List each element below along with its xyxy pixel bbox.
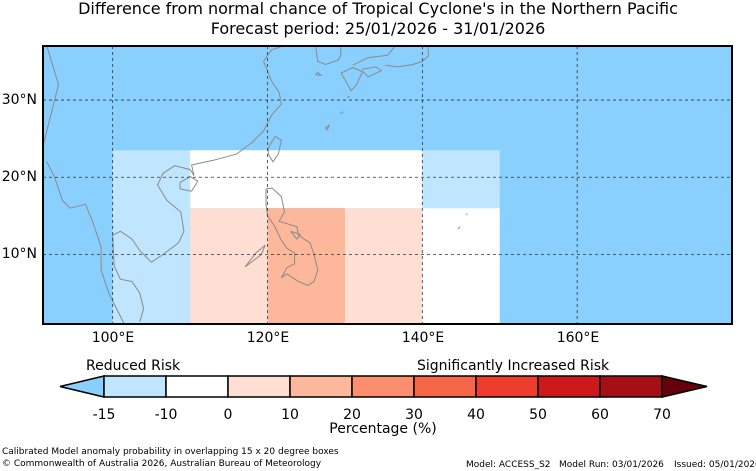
colorbar-segment [599, 375, 663, 398]
probability-box [190, 150, 423, 209]
colorbar-tick: 70 [653, 407, 671, 423]
footer-model: Model: ACCESS_S2 [466, 460, 551, 470]
coastline [466, 213, 468, 216]
lat-label-30: 30°N [1, 92, 37, 108]
coastline [290, 230, 301, 240]
colorbar-tick: -15 [92, 407, 116, 423]
colorbar-tick: 30 [405, 407, 423, 423]
colorbar-segment [475, 375, 539, 398]
map-layer [42, 45, 733, 325]
coastline [267, 135, 282, 163]
colorbar-tick: -10 [154, 407, 178, 423]
footer-copyright: © Commonwealth of Australia 2026, Austra… [2, 459, 322, 469]
coastline [385, 45, 430, 68]
map-frame [42, 45, 733, 325]
footer-issued: Issued: 05/01/2026 [674, 460, 756, 470]
lat-label-20: 20°N [1, 169, 37, 185]
coastline [46, 161, 125, 325]
colorbar-under-arrow [59, 375, 105, 398]
colorbar-tick: 20 [343, 407, 361, 423]
colorbar [59, 375, 708, 398]
colorbar-tick: 50 [529, 407, 547, 423]
lat-label-10: 10°N [1, 246, 37, 262]
probability-box [112, 150, 191, 324]
coastline [324, 124, 330, 131]
map-title: Difference from normal chance of Tropica… [78, 0, 678, 18]
lon-label-140: 140°E [401, 330, 445, 346]
colorbar-segment [103, 375, 167, 398]
coastline [244, 244, 266, 268]
lon-label-120: 120°E [246, 330, 290, 346]
coastline [340, 67, 364, 92]
colorbar-segment [227, 375, 291, 398]
colorbar-tick: 0 [223, 407, 233, 423]
probability-box [190, 208, 268, 324]
footer-model-run: Model Run: 03/01/2026 [559, 460, 664, 470]
colorbar-xlabel: Percentage (%) [329, 421, 437, 437]
colorbar-segment [289, 375, 353, 398]
coastline [112, 45, 284, 322]
coastline [179, 175, 199, 192]
lon-label-160: 160°E [556, 330, 600, 346]
coastline [42, 45, 60, 147]
probability-box [422, 208, 500, 324]
increased-risk-label: Significantly Increased Risk [417, 358, 610, 374]
coastline [457, 226, 461, 230]
lon-label-100: 100°E [91, 330, 135, 346]
colorbar-segment [413, 375, 477, 398]
coastline [315, 71, 323, 76]
colorbar-segment [351, 375, 415, 398]
colorbar-tick: 40 [467, 407, 485, 423]
colorbar-tick: 10 [281, 407, 299, 423]
coastline [315, 45, 342, 66]
colorbar-over-arrow [661, 375, 708, 398]
probability-box [267, 208, 345, 324]
reduced-risk-label: Reduced Risk [86, 358, 181, 374]
coastline [346, 95, 350, 99]
coastline [339, 111, 344, 115]
forecast-period: Forecast period: 25/01/2026 - 31/01/2026 [210, 19, 546, 38]
coastline [265, 187, 319, 286]
probability-box [422, 150, 500, 209]
footer-description: Calibrated Model anomaly probability in … [2, 447, 339, 457]
probability-box [344, 208, 423, 324]
colorbar-segment [537, 375, 601, 398]
coastline [361, 66, 383, 78]
colorbar-segment [165, 375, 229, 398]
colorbar-tick: 60 [591, 407, 609, 423]
